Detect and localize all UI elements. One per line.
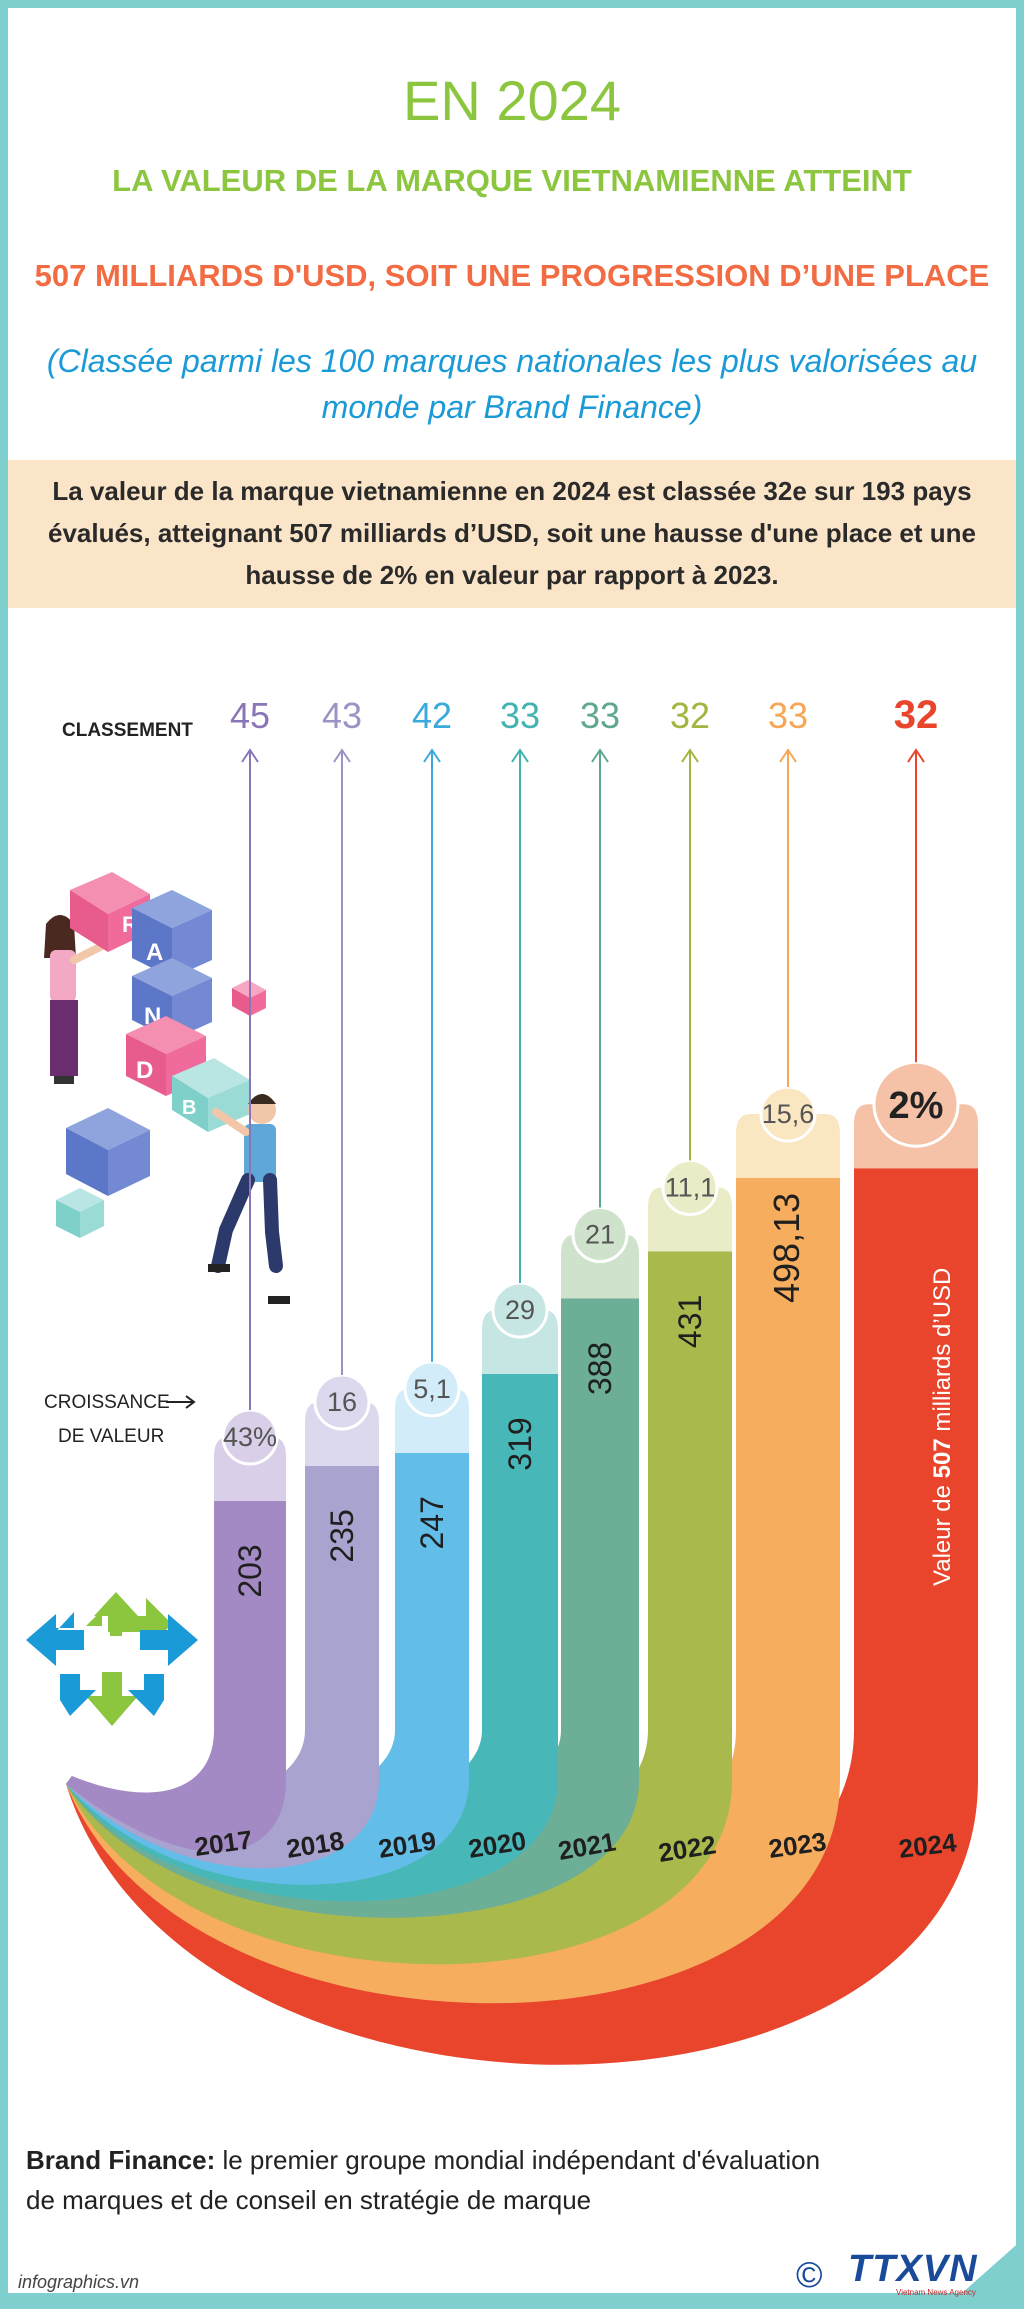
source-footnote: Brand Finance: le premier groupe mondial… bbox=[26, 2140, 826, 2220]
bars-layer: 2%32202415,633498,13202311,1324312022213… bbox=[66, 693, 978, 2065]
teal-block-b: B bbox=[172, 1058, 250, 1132]
rank-value-2023: 33 bbox=[768, 695, 808, 736]
rank-value-2020: 33 bbox=[500, 695, 540, 736]
rank-value-2018: 43 bbox=[322, 695, 362, 736]
copyright-symbol: © bbox=[796, 2254, 823, 2295]
page-title: EN 2024 bbox=[403, 69, 621, 132]
bar-group-2024: 2% 32 2024 bbox=[66, 693, 978, 2065]
growth-value-2023: 15,6 bbox=[762, 1099, 815, 1129]
site-credit: infographics.vn bbox=[18, 2272, 140, 2292]
man-hair bbox=[248, 1094, 276, 1104]
value-2024-suffix: milliards d’USD bbox=[929, 1268, 956, 1439]
growth-value-2017: 43% bbox=[223, 1422, 277, 1452]
rank-arrow-2019 bbox=[423, 748, 441, 763]
man-arm bbox=[212, 1108, 250, 1136]
rank-arrow-2023 bbox=[779, 748, 797, 763]
bar-2022 bbox=[66, 1251, 732, 1965]
growth-value-2019: 5,1 bbox=[413, 1374, 451, 1404]
growth-label-arrow bbox=[166, 1395, 196, 1409]
bar-value-2021: 388 bbox=[582, 1342, 618, 1395]
bar-value-2020: 319 bbox=[502, 1417, 538, 1470]
man-shoe-right bbox=[268, 1296, 290, 1304]
rank-value-2019: 42 bbox=[412, 695, 452, 736]
rank-arrow-2021 bbox=[591, 748, 609, 763]
growth-value-2021: 21 bbox=[585, 1219, 615, 1249]
growth-value-2020: 29 bbox=[505, 1295, 535, 1325]
rank-arrow-2017 bbox=[241, 748, 259, 763]
subtitle-line-1: LA VALEUR DE LA MARQUE VIETNAMIENNE ATTE… bbox=[112, 163, 912, 198]
svg-text:B: B bbox=[182, 1097, 196, 1119]
growth-value-2018: 16 bbox=[327, 1387, 357, 1417]
growth-value-2022: 11,1 bbox=[665, 1172, 716, 1202]
bar-2023 bbox=[66, 1177, 840, 2004]
value-2024-number: 507 bbox=[929, 1438, 956, 1478]
svg-text:A: A bbox=[146, 939, 163, 966]
man-shirt bbox=[244, 1124, 276, 1182]
ranking-note: (Classée parmi les 100 marques nationale… bbox=[46, 343, 978, 425]
woman-hair bbox=[44, 915, 76, 958]
ttxvn-logo-subtitle: Vietnam News Agency bbox=[896, 2288, 976, 2297]
subtitle-line-2: 507 MILLIARDS D'USD, SOIT UNE PROGRESSIO… bbox=[34, 258, 990, 293]
teal-cube-small bbox=[56, 1188, 104, 1238]
bar-2021 bbox=[66, 1298, 639, 1918]
bar-value-2023: 498,13 bbox=[766, 1193, 807, 1303]
value-2024-prefix: Valeur de bbox=[929, 1478, 956, 1586]
ranking-label: CLASSEMENT bbox=[62, 720, 193, 741]
growth-label-line2: DE VALEUR bbox=[58, 1426, 164, 1447]
summary-text: La valeur de la marque vietnamienne en 2… bbox=[47, 476, 976, 590]
woman-shirt bbox=[50, 950, 76, 1002]
bar-2018 bbox=[66, 1465, 379, 1869]
brand-blocks-illustration: R A N D bbox=[44, 872, 290, 1304]
bar-2020 bbox=[66, 1374, 558, 1902]
rank-arrow-2020 bbox=[511, 748, 529, 763]
bar-value-2022: 431 bbox=[672, 1295, 708, 1348]
rank-value-2022: 32 bbox=[670, 695, 710, 736]
growth-cap-2023 bbox=[736, 1113, 840, 1178]
ttxvn-logo: TTXVN bbox=[848, 2248, 978, 2290]
man-pants bbox=[211, 1173, 283, 1273]
bar-2024 bbox=[66, 1168, 978, 2065]
summary-band bbox=[8, 460, 1016, 608]
rank-arrow-2022 bbox=[681, 748, 699, 763]
bar-2017 bbox=[66, 1500, 286, 1852]
arrows-emblem bbox=[26, 1592, 198, 1726]
woman-pants bbox=[50, 1000, 78, 1076]
bar-value-2018: 235 bbox=[324, 1509, 360, 1562]
growth-value-2024: 2% bbox=[889, 1085, 944, 1127]
blue-block-a: A bbox=[132, 890, 212, 978]
man-shoe-left bbox=[208, 1264, 230, 1272]
rank-value-2021: 33 bbox=[580, 695, 620, 736]
source-description: le premier groupe mondial indépendant d'… bbox=[26, 2145, 821, 2215]
rank-value-2017: 45 bbox=[230, 695, 270, 736]
rank-arrow-2018 bbox=[333, 748, 351, 763]
growth-label-line1: CROISSANCE bbox=[44, 1392, 170, 1413]
bar-value-2019: 247 bbox=[414, 1496, 450, 1549]
blue-cube-large bbox=[66, 1108, 150, 1196]
woman-shoes bbox=[54, 1076, 74, 1084]
source-name: Brand Finance: bbox=[26, 2145, 216, 2175]
rank-value-2024: 32 bbox=[894, 693, 939, 737]
bar-value-2017: 203 bbox=[232, 1544, 268, 1597]
rank-arrow-2024 bbox=[907, 748, 925, 763]
year-label-2024: 2024 bbox=[897, 1827, 959, 1864]
value-2024-label: Valeur de 507 milliards d’USD bbox=[929, 1268, 956, 1586]
svg-text:D: D bbox=[136, 1057, 153, 1084]
